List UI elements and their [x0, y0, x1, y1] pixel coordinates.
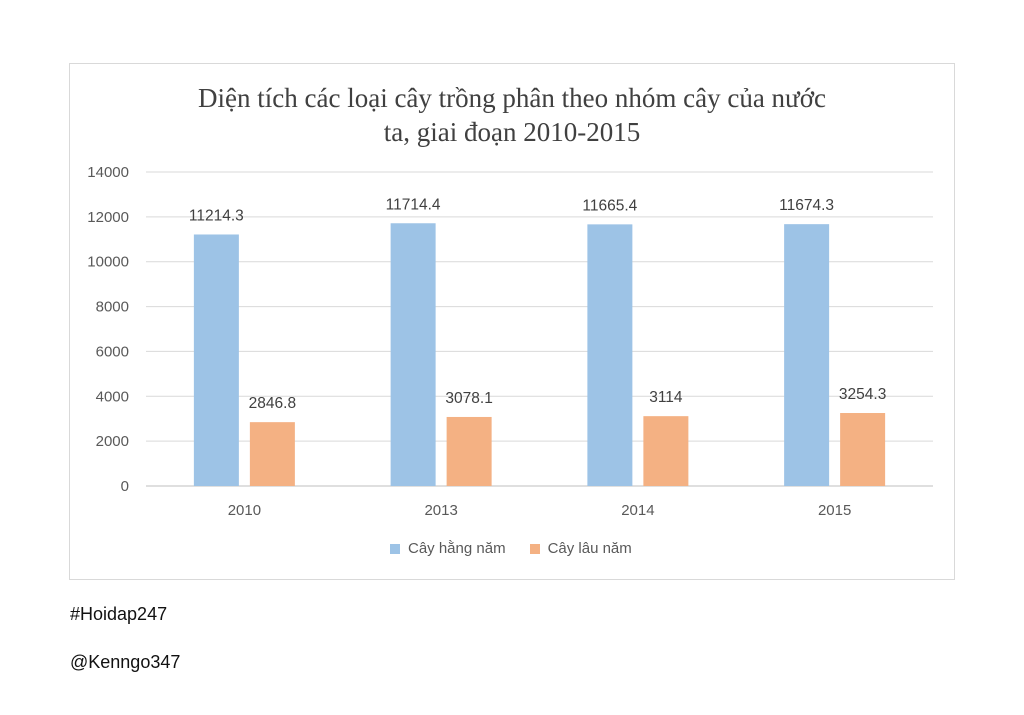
author-handle: @Kenngo347 — [70, 652, 181, 672]
data-label: 11714.4 — [386, 196, 441, 213]
legend-swatch-annual — [390, 543, 400, 554]
bar-perennial — [249, 422, 295, 486]
y-tick-label: 4000 — [96, 388, 129, 405]
data-label: 11665.4 — [582, 197, 637, 214]
data-label: 3078.1 — [445, 390, 492, 407]
y-tick-label: 8000 — [96, 299, 129, 316]
legend-item-annual: Cây hằng năm — [390, 540, 506, 557]
chart-title-line-1: Diện tích các loại cây trồng phân theo n… — [198, 83, 826, 113]
legend-label-perennial: Cây lâu năm — [547, 540, 632, 557]
chart-title-line-2: ta, giai đoạn 2010-2015 — [383, 117, 641, 147]
legend-swatch-perennial — [529, 543, 540, 554]
legend-item-perennial: Cây lâu năm — [529, 540, 632, 557]
bar-perennial — [643, 416, 689, 486]
chart-title: Diện tích các loại cây trồng phân theo n… — [162, 81, 862, 149]
x-tick-label: 2014 — [621, 502, 654, 519]
bar-annual — [784, 224, 830, 487]
x-tick-label: 2010 — [228, 502, 261, 519]
y-tick-label: 6000 — [96, 343, 129, 360]
x-tick-label: 2015 — [818, 502, 851, 519]
data-label: 3254.3 — [839, 386, 886, 403]
bar-annual — [390, 223, 436, 486]
bar-annual — [193, 234, 239, 486]
y-tick-label: 2000 — [96, 433, 129, 450]
x-tick-label: 2013 — [424, 502, 457, 519]
y-tick-label: 0 — [121, 478, 129, 495]
legend: Cây hằng năm Cây lâu năm — [390, 540, 632, 557]
y-tick-label: 10000 — [87, 254, 129, 271]
data-label: 3114 — [649, 389, 683, 406]
bar-perennial — [840, 413, 886, 486]
bar-annual — [587, 224, 633, 486]
data-label: 2846.8 — [249, 395, 296, 412]
hashtag-text: #Hoidap247 — [70, 604, 168, 624]
legend-label-annual: Cây hằng năm — [408, 540, 506, 557]
y-tick-label: 14000 — [87, 164, 129, 181]
y-tick-label: 12000 — [87, 209, 129, 226]
data-label: 11214.3 — [189, 207, 244, 224]
bar-perennial — [446, 416, 492, 486]
data-label: 11674.3 — [779, 197, 834, 214]
